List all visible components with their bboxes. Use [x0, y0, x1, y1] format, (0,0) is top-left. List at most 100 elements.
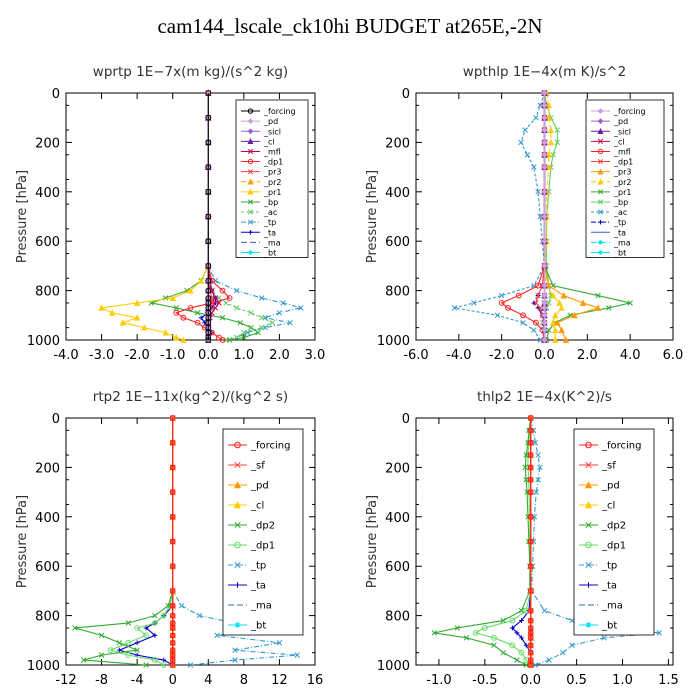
y-tick-label: 1000 [377, 334, 410, 349]
marker-point [247, 138, 254, 145]
marker-point [196, 612, 203, 619]
marker-point [161, 657, 167, 663]
legend-label: _forcing [250, 441, 291, 452]
legend-label: _bp [613, 198, 628, 207]
marker-point [237, 319, 244, 326]
legend-item: _pr2 [241, 178, 281, 187]
marker-point [212, 295, 219, 301]
marker-point [248, 230, 253, 235]
legend-label: _sicl [263, 127, 281, 136]
legend-item: _dp1 [579, 541, 626, 552]
marker-point [541, 139, 548, 146]
marker-point [562, 336, 570, 343]
marker-point [133, 314, 141, 321]
marker-point [152, 620, 158, 626]
marker-point [656, 630, 662, 636]
marker-point [169, 588, 176, 594]
legend: _forcing _sf _pd _cl _dp2 _dp1 _tp _ta _ma _bt [573, 428, 655, 636]
marker-point [514, 657, 520, 663]
legend-item: _forcing [228, 441, 291, 452]
marker-point [535, 292, 541, 299]
series-line [207, 93, 274, 341]
marker-point [551, 326, 559, 334]
legend-item: _ta [591, 228, 626, 237]
marker-point [597, 178, 604, 185]
marker-point [537, 464, 543, 471]
marker-point [162, 329, 169, 336]
marker-point [173, 305, 180, 311]
marker-point [558, 326, 565, 334]
legend-label: _tp [601, 561, 617, 572]
marker-point [169, 513, 176, 520]
x-tick-label: -4.0 [446, 348, 471, 363]
marker-point [537, 305, 543, 311]
series-forcing [541, 89, 548, 344]
marker-point [205, 114, 212, 121]
marker-point [541, 102, 548, 109]
legend-label: _cl [601, 501, 615, 512]
marker-point [451, 305, 458, 311]
marker-point [523, 452, 529, 458]
marker-point [585, 521, 592, 529]
legend: _forcing_pd_sicl_cl_mfl_dp1_pr3_pr2_pr1_… [585, 99, 665, 258]
marker-point [169, 538, 176, 545]
marker-point [247, 158, 254, 165]
legend-item: _forcing [579, 441, 642, 452]
y-tick-label: 400 [35, 186, 60, 201]
x-tick-label: -1.0 [426, 673, 451, 688]
marker-point [276, 310, 283, 316]
marker-point [550, 151, 556, 158]
series-line [172, 418, 298, 666]
marker-point [198, 315, 204, 321]
marker-point [505, 304, 511, 311]
legend-item: _sf [579, 461, 616, 472]
legend-label: _tp [263, 218, 276, 227]
marker-point [134, 625, 141, 631]
marker-point [234, 461, 241, 469]
marker-point [241, 329, 247, 336]
marker-point [500, 617, 506, 624]
marker-point [226, 295, 233, 301]
marker-point [125, 652, 132, 659]
legend-item: _mfl [241, 147, 281, 156]
x-tick-label: 4 [204, 673, 212, 688]
marker-point [585, 582, 592, 588]
marker-point [247, 219, 254, 225]
marker-point [160, 612, 167, 619]
marker-point [541, 114, 548, 121]
marker-point [233, 305, 240, 311]
legend-label: _ta [263, 228, 276, 237]
x-tick-label: 3.0 [305, 348, 326, 363]
y-tick-label: 600 [385, 560, 410, 575]
marker-point [205, 238, 212, 245]
marker-point [532, 439, 539, 446]
y-axis-label: Pressure [hPa] [365, 495, 380, 588]
legend-item: _dp1 [591, 158, 633, 167]
marker-point [247, 209, 254, 215]
marker-point [527, 617, 534, 624]
legend-label: _dp1 [601, 541, 626, 552]
marker-point [491, 642, 497, 648]
legend-label: _sf [601, 461, 616, 472]
x-tick-label: 0.0 [198, 348, 219, 363]
marker-point [280, 300, 286, 306]
x-tick-label: 0.0 [534, 348, 555, 363]
marker-point [535, 189, 541, 195]
x-tick-label: 1.0 [234, 348, 255, 363]
marker-point [533, 300, 539, 306]
series-dp1 [173, 90, 233, 343]
legend-item: _mfl [591, 147, 631, 156]
marker-point [233, 287, 240, 294]
y-tick-label: 1000 [27, 659, 60, 674]
y-tick-label: 800 [35, 610, 60, 625]
marker-point [541, 151, 548, 158]
series-forcing [169, 415, 176, 668]
y-tick-label: 200 [35, 136, 60, 151]
marker-point [547, 126, 555, 133]
marker-point [549, 319, 557, 326]
marker-point [247, 169, 254, 175]
marker-point [520, 312, 526, 319]
legend-item: _dp1 [228, 541, 275, 552]
marker-point [556, 299, 563, 306]
